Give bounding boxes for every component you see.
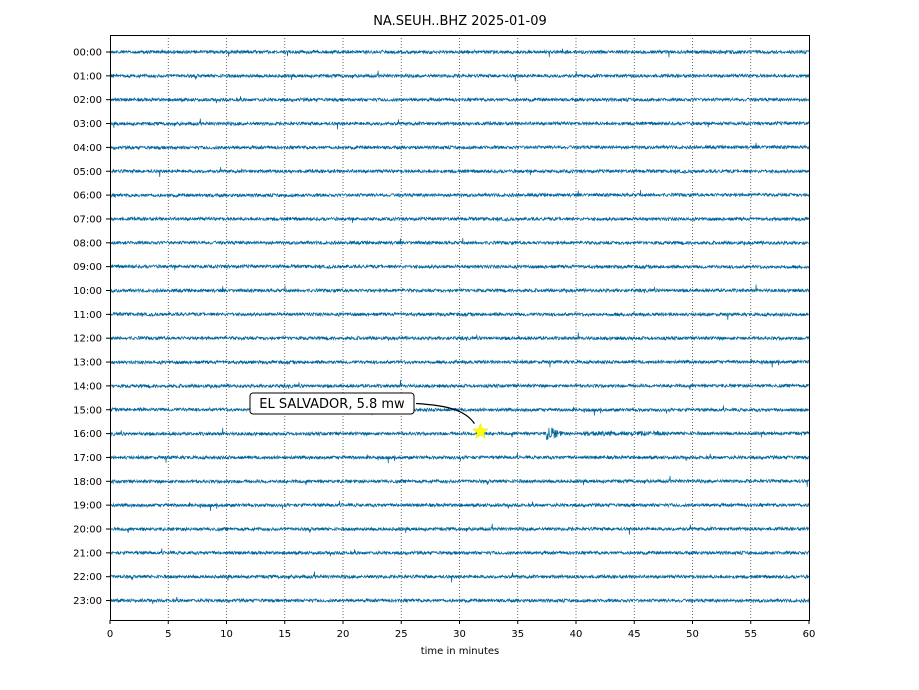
x-axis-label: time in minutes [421, 646, 500, 657]
x-tick-label-60: 60 [803, 629, 816, 640]
y-tick-label-2: 02:00 [73, 95, 102, 106]
event-annotation: EL SALVADOR, 5.8 mw [249, 392, 489, 439]
trace-14:00 [109, 380, 810, 390]
y-tick-label-12: 12:00 [73, 334, 102, 345]
x-tick-label-30: 30 [453, 629, 466, 640]
x-tick-label-55: 55 [744, 629, 757, 640]
y-tick-label-4: 04:00 [73, 143, 102, 154]
x-tick-label-20: 20 [337, 629, 350, 640]
y-tick-label-19: 19:00 [73, 501, 102, 512]
y-tick-label-18: 18:00 [73, 477, 102, 488]
y-tick-label-21: 21:00 [73, 548, 102, 559]
x-tick-label-5: 5 [165, 629, 171, 640]
trace-12:00 [109, 332, 810, 342]
seismic-traces [109, 48, 810, 605]
x-tick-label-35: 35 [511, 629, 524, 640]
trace-20:00 [109, 523, 810, 535]
trace-13:00 [109, 358, 810, 368]
trace-01:00 [109, 70, 810, 82]
y-tick-label-7: 07:00 [73, 214, 102, 225]
event-star-marker [472, 422, 489, 439]
y-tick-label-20: 20:00 [73, 525, 102, 536]
y-tick-label-23: 23:00 [73, 596, 102, 607]
event-label-box [249, 392, 415, 415]
y-tick-label-15: 15:00 [73, 405, 102, 416]
trace-15:00 [109, 405, 810, 416]
trace-11:00 [109, 311, 809, 320]
trace-23:00 [109, 596, 810, 605]
x-tick-label-0: 0 [107, 629, 113, 640]
y-tick-label-3: 03:00 [73, 119, 102, 130]
trace-00:00 [109, 48, 810, 58]
trace-22:00 [109, 571, 810, 583]
y-tick-label-5: 05:00 [73, 167, 102, 178]
trace-08:00 [109, 237, 810, 247]
trace-02:00 [109, 96, 810, 104]
trace-21:00 [109, 548, 810, 557]
y-tick-label-17: 17:00 [73, 453, 102, 464]
x-tick-label-45: 45 [628, 629, 641, 640]
y-tick-label-16: 16:00 [73, 429, 102, 440]
trace-06:00 [109, 190, 810, 199]
y-tick-label-0: 00:00 [73, 48, 102, 59]
x-tick-label-10: 10 [220, 629, 233, 640]
trace-05:00 [109, 166, 810, 178]
y-axis-ticks: 00:00 01:00 02:00 03:00 04:00 05:00 06:00 07:00… [73, 48, 110, 607]
x-tick-label-50: 50 [686, 629, 699, 640]
trace-09:00 [109, 263, 810, 271]
chart-title: NA.SEUH..BHZ 2025-01-09 [373, 14, 547, 29]
x-tick-label-25: 25 [395, 629, 408, 640]
trace-04:00 [109, 142, 810, 151]
y-tick-label-10: 10:00 [73, 286, 102, 297]
y-tick-label-8: 08:00 [73, 238, 102, 249]
trace-10:00 [109, 284, 810, 294]
trace-07:00 [109, 216, 810, 223]
trace-16:00 [109, 427, 810, 441]
trace-03:00 [109, 118, 810, 130]
y-tick-label-1: 01:00 [73, 71, 102, 82]
y-tick-label-14: 14:00 [73, 381, 102, 392]
y-tick-label-11: 11:00 [73, 310, 102, 321]
event-label: EL SALVADOR, 5.8 mw [259, 397, 405, 412]
x-tick-label-15: 15 [278, 629, 291, 640]
x-axis-ticks: 0 5 10 15 20 25 30 35 40 45 50 55 60 [107, 620, 816, 640]
trace-19:00 [109, 500, 810, 511]
trace-17:00 [109, 452, 810, 464]
y-tick-label-22: 22:00 [73, 572, 102, 583]
trace-18:00 [109, 475, 810, 487]
x-tick-label-40: 40 [570, 629, 583, 640]
y-tick-label-9: 09:00 [73, 262, 102, 273]
y-tick-label-13: 13:00 [73, 358, 102, 369]
event-arrow [415, 402, 475, 424]
y-tick-label-6: 06:00 [73, 191, 102, 202]
